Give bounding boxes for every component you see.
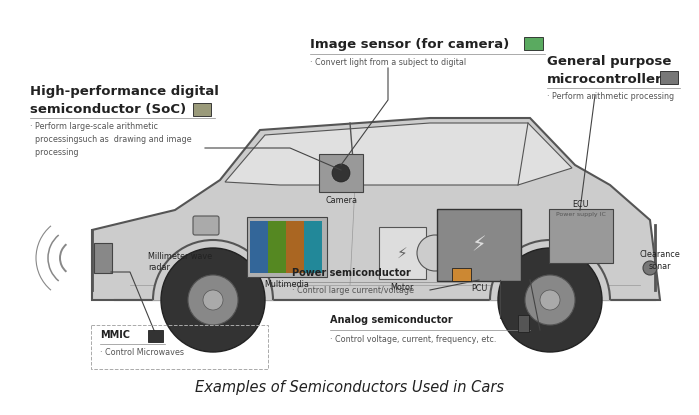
Circle shape xyxy=(643,261,657,275)
Circle shape xyxy=(188,275,238,325)
Text: processingsuch as  drawing and image: processingsuch as drawing and image xyxy=(30,135,192,144)
Text: ⚡: ⚡ xyxy=(396,246,408,261)
Text: MMIC: MMIC xyxy=(100,330,130,340)
FancyBboxPatch shape xyxy=(250,221,268,273)
FancyBboxPatch shape xyxy=(379,227,426,279)
FancyBboxPatch shape xyxy=(193,216,219,235)
Text: Camera: Camera xyxy=(325,196,357,205)
Text: Power semiconductor: Power semiconductor xyxy=(292,268,411,278)
Text: Power supply IC: Power supply IC xyxy=(556,212,606,217)
FancyBboxPatch shape xyxy=(147,330,162,342)
FancyBboxPatch shape xyxy=(524,37,542,51)
Text: · Control large current/voltage: · Control large current/voltage xyxy=(292,286,414,295)
Polygon shape xyxy=(153,240,273,300)
Text: microcontroller: microcontroller xyxy=(547,73,663,86)
Text: Millimeter wave: Millimeter wave xyxy=(148,252,212,261)
Text: · Perform large-scale arithmetic: · Perform large-scale arithmetic xyxy=(30,122,158,131)
Text: General purpose: General purpose xyxy=(547,55,671,68)
Circle shape xyxy=(203,290,223,310)
Text: High-performance digital: High-performance digital xyxy=(30,85,219,98)
FancyBboxPatch shape xyxy=(452,268,470,281)
Text: Examples of Semiconductors Used in Cars: Examples of Semiconductors Used in Cars xyxy=(195,380,504,395)
Text: processing: processing xyxy=(30,148,78,157)
FancyBboxPatch shape xyxy=(192,103,210,117)
Text: ECU: ECU xyxy=(572,200,589,209)
Polygon shape xyxy=(225,123,572,185)
FancyBboxPatch shape xyxy=(659,71,677,85)
FancyBboxPatch shape xyxy=(549,209,613,263)
Text: Clearance: Clearance xyxy=(640,250,680,259)
Text: semiconductor (SoC): semiconductor (SoC) xyxy=(30,103,186,116)
Text: Image sensor (for camera): Image sensor (for camera) xyxy=(310,38,510,51)
Text: · Control Microwaves: · Control Microwaves xyxy=(100,348,184,357)
Text: · Perform arithmetic processing: · Perform arithmetic processing xyxy=(547,92,674,101)
Text: radar: radar xyxy=(148,263,170,272)
Text: · Control voltage, current, frequency, etc.: · Control voltage, current, frequency, e… xyxy=(330,335,496,344)
Circle shape xyxy=(161,248,265,352)
Text: Analog semiconductor: Analog semiconductor xyxy=(330,315,453,325)
Text: ⚡: ⚡ xyxy=(472,235,487,255)
Text: PCU: PCU xyxy=(471,284,487,293)
Circle shape xyxy=(332,164,350,182)
FancyBboxPatch shape xyxy=(94,243,112,273)
Text: sonar: sonar xyxy=(649,262,671,271)
FancyBboxPatch shape xyxy=(268,221,286,273)
FancyBboxPatch shape xyxy=(319,154,363,192)
Text: · Convert light from a subject to digital: · Convert light from a subject to digita… xyxy=(310,58,466,67)
Text: Motor: Motor xyxy=(390,283,414,292)
Polygon shape xyxy=(92,118,660,300)
Circle shape xyxy=(417,235,453,271)
FancyBboxPatch shape xyxy=(304,221,322,273)
FancyBboxPatch shape xyxy=(517,315,528,332)
Circle shape xyxy=(525,275,575,325)
Polygon shape xyxy=(490,240,610,300)
FancyBboxPatch shape xyxy=(286,221,304,273)
Text: Multimedia: Multimedia xyxy=(264,280,310,289)
FancyBboxPatch shape xyxy=(437,209,521,281)
Circle shape xyxy=(498,248,602,352)
FancyBboxPatch shape xyxy=(247,217,327,277)
Circle shape xyxy=(540,290,560,310)
